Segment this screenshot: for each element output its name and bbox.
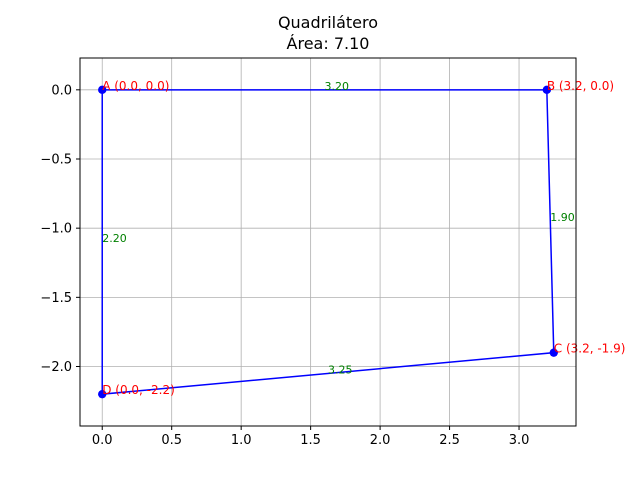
y-tick-label: −2.0 — [40, 360, 72, 375]
axis-ticks: 0.0 0.5 1.0 1.5 2.0 2.5 3.0 0.0 −0.5 −1.0 −1.5 −2.0 — [40, 83, 529, 448]
y-tick-label: 0.0 — [51, 83, 72, 98]
x-tick-label: 2.0 — [370, 433, 391, 448]
vertex-marker — [98, 389, 107, 399]
axes-frame — [79, 57, 577, 427]
x-tick-label: 0.5 — [161, 433, 182, 448]
y-tick-label: −1.5 — [40, 291, 72, 306]
x-tick-label: 0.0 — [92, 433, 113, 448]
edge-length-label: 3.20 — [325, 80, 350, 93]
y-tick-label: −1.0 — [40, 222, 72, 237]
chart-subtitle: Área: 7.10 — [287, 34, 370, 53]
y-tick-label: −0.5 — [40, 152, 72, 167]
vertex-label: B (3.2, 0.0) — [547, 79, 614, 93]
x-tick-label: 1.0 — [231, 433, 252, 448]
vertex-label: D (0.0, -2.2) — [102, 383, 175, 397]
x-tick-label: 3.0 — [509, 433, 530, 448]
vertex-label: C (3.2, -1.9) — [554, 342, 626, 356]
edge-length-label: 3.25 — [328, 363, 353, 376]
x-tick-label: 2.5 — [439, 433, 460, 448]
grid — [80, 58, 576, 426]
vertex-marker — [549, 348, 558, 357]
vertex-label: A (0.0, 0.0) — [102, 79, 169, 93]
x-tick-label: 1.5 — [300, 433, 321, 448]
plot-area — [98, 85, 558, 399]
series-line — [101, 89, 555, 396]
chart-title: Quadrilátero — [278, 13, 378, 32]
vertex-marker — [98, 85, 107, 95]
vertex-marker — [542, 85, 552, 95]
edge-length-label: 2.20 — [102, 232, 127, 245]
edge-length-label: 1.90 — [550, 211, 575, 224]
annotations: A (0.0, 0.0) B (3.2, 0.0) C (3.2, -1.9) D (… — [102, 79, 625, 397]
